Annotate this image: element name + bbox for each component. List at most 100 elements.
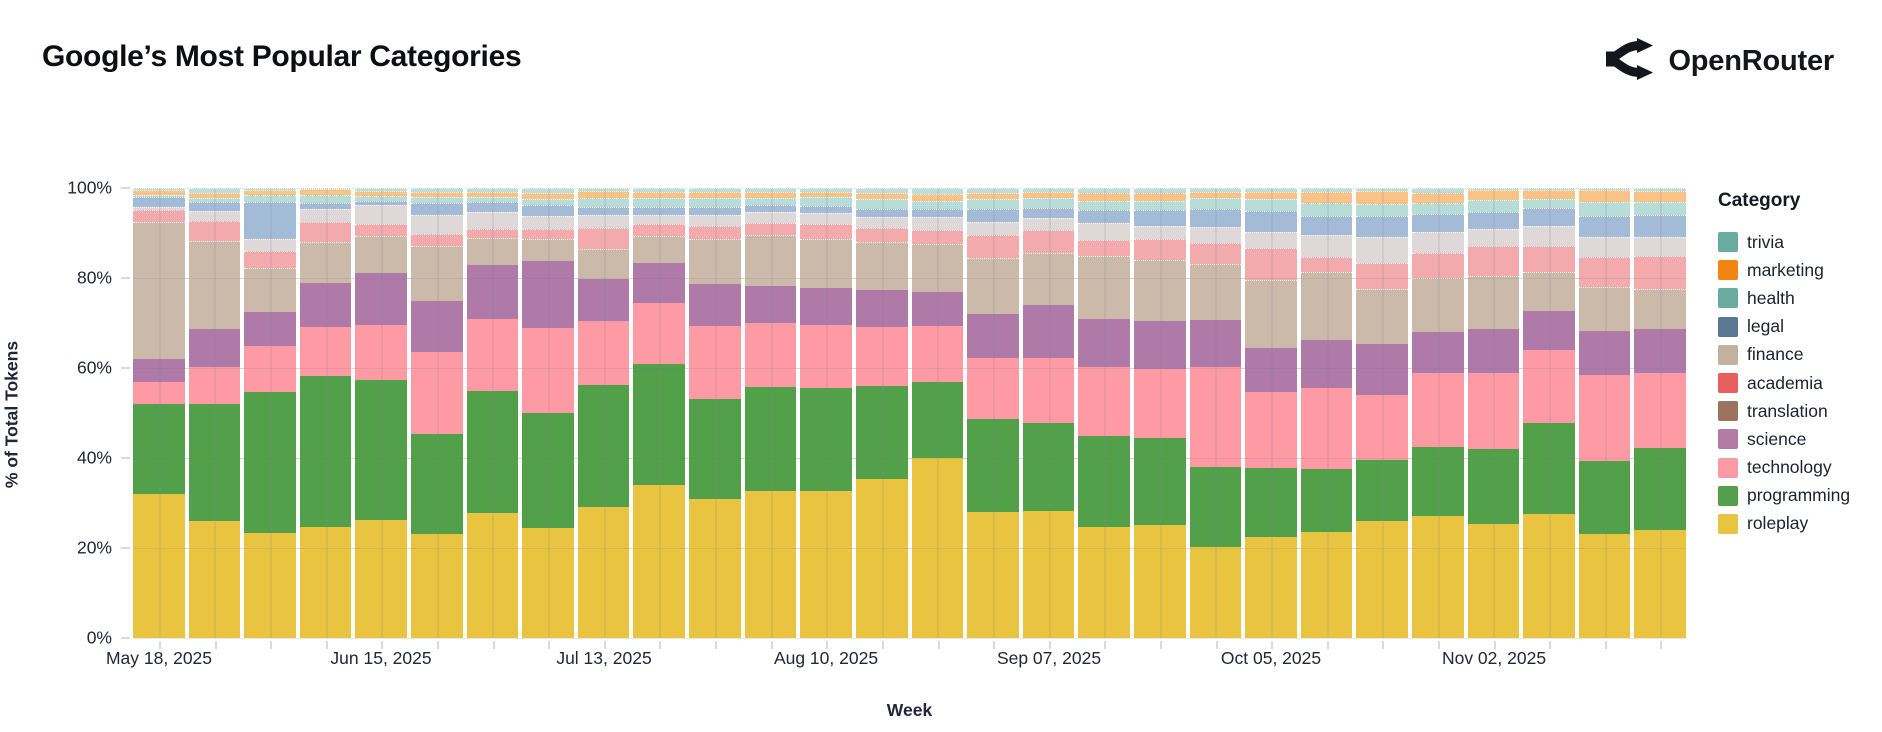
- segment-health[interactable]: [577, 197, 630, 207]
- segment-programming[interactable]: [1578, 460, 1631, 534]
- segment-marketing[interactable]: [466, 191, 519, 198]
- segment-health[interactable]: [355, 195, 408, 201]
- legend-item-trivia[interactable]: trivia: [1718, 228, 1878, 256]
- segment-legal[interactable]: [1022, 208, 1075, 219]
- bar-week[interactable]: [522, 188, 574, 638]
- segment-programming[interactable]: [1523, 422, 1575, 514]
- segment-health[interactable]: [244, 195, 296, 202]
- segment-science[interactable]: [1078, 318, 1130, 368]
- segment-roleplay[interactable]: [1467, 523, 1520, 638]
- segment-legal[interactable]: [133, 197, 185, 208]
- bar-week[interactable]: [1578, 188, 1631, 638]
- segment-science[interactable]: [1523, 311, 1575, 351]
- bar-week[interactable]: [299, 188, 352, 638]
- segment-roleplay[interactable]: [911, 458, 964, 638]
- segment-legal[interactable]: [1578, 216, 1631, 238]
- segment-marketing[interactable]: [1523, 190, 1575, 200]
- segment-science[interactable]: [1133, 320, 1186, 369]
- segment-finance[interactable]: [911, 217, 964, 231]
- segment-health[interactable]: [744, 197, 797, 205]
- segment-finance[interactable]: [299, 208, 352, 222]
- segment-science[interactable]: [855, 289, 908, 327]
- segment-legal[interactable]: [355, 200, 408, 206]
- segment-programming[interactable]: [1412, 446, 1464, 517]
- segment-health[interactable]: [1133, 200, 1186, 211]
- segment-finance[interactable]: [188, 211, 241, 221]
- segment-programming[interactable]: [244, 391, 296, 533]
- segment-trivia[interactable]: [800, 188, 852, 192]
- segment-trivia[interactable]: [1412, 188, 1464, 193]
- segment-marketing[interactable]: [577, 190, 630, 198]
- segment-academia[interactable]: [1356, 262, 1409, 290]
- segment-programming[interactable]: [855, 386, 908, 479]
- segment-translation[interactable]: [577, 249, 630, 279]
- segment-academia[interactable]: [1245, 248, 1297, 280]
- segment-academia[interactable]: [1467, 246, 1520, 276]
- segment-legal[interactable]: [577, 206, 630, 216]
- segment-marketing[interactable]: [1356, 191, 1409, 205]
- segment-marketing[interactable]: [855, 193, 908, 200]
- segment-legal[interactable]: [244, 201, 296, 240]
- segment-technology[interactable]: [188, 367, 241, 404]
- legend-item-roleplay[interactable]: roleplay: [1718, 510, 1878, 538]
- segment-marketing[interactable]: [299, 189, 352, 195]
- segment-technology[interactable]: [1523, 350, 1575, 423]
- bar-week[interactable]: [411, 188, 463, 638]
- segment-academia[interactable]: [1078, 239, 1130, 256]
- segment-programming[interactable]: [800, 387, 852, 492]
- segment-academia[interactable]: [633, 224, 686, 237]
- bar-week[interactable]: [1245, 188, 1297, 638]
- segment-translation[interactable]: [1078, 255, 1130, 319]
- segment-roleplay[interactable]: [1523, 513, 1575, 638]
- segment-legal[interactable]: [633, 206, 686, 216]
- segment-legal[interactable]: [967, 209, 1019, 223]
- segment-marketing[interactable]: [1634, 191, 1687, 203]
- segment-trivia[interactable]: [1523, 188, 1575, 191]
- bar-week[interactable]: [244, 188, 296, 638]
- segment-roleplay[interactable]: [1022, 510, 1075, 638]
- bar-week[interactable]: [911, 188, 964, 638]
- segment-finance[interactable]: [689, 214, 741, 227]
- segment-health[interactable]: [1189, 198, 1242, 210]
- segment-marketing[interactable]: [355, 190, 408, 196]
- segment-marketing[interactable]: [1078, 192, 1130, 201]
- segment-trivia[interactable]: [1245, 188, 1297, 192]
- segment-science[interactable]: [411, 300, 463, 353]
- segment-finance[interactable]: [1523, 225, 1575, 246]
- segment-translation[interactable]: [299, 242, 352, 283]
- segment-health[interactable]: [1578, 202, 1631, 217]
- bar-week[interactable]: [1189, 188, 1242, 638]
- segment-legal[interactable]: [299, 202, 352, 209]
- segment-health[interactable]: [1523, 199, 1575, 209]
- segment-trivia[interactable]: [744, 188, 797, 192]
- segment-science[interactable]: [633, 263, 686, 303]
- bar-week[interactable]: [855, 188, 908, 638]
- segment-programming[interactable]: [1022, 422, 1075, 511]
- segment-legal[interactable]: [1523, 208, 1575, 226]
- segment-trivia[interactable]: [1356, 188, 1409, 192]
- segment-programming[interactable]: [133, 404, 185, 494]
- bar-week[interactable]: [1634, 188, 1687, 638]
- segment-roleplay[interactable]: [411, 533, 463, 638]
- legend-item-technology[interactable]: technology: [1718, 454, 1878, 482]
- segment-roleplay[interactable]: [633, 485, 686, 638]
- segment-finance[interactable]: [633, 215, 686, 225]
- segment-technology[interactable]: [1356, 394, 1409, 460]
- bar-week[interactable]: [355, 188, 408, 638]
- legend-item-marketing[interactable]: marketing: [1718, 256, 1878, 284]
- segment-academia[interactable]: [299, 221, 352, 243]
- segment-roleplay[interactable]: [299, 526, 352, 638]
- segment-academia[interactable]: [689, 226, 741, 239]
- bar-week[interactable]: [577, 188, 630, 638]
- segment-translation[interactable]: [744, 234, 797, 287]
- bar-week[interactable]: [188, 188, 241, 638]
- segment-science[interactable]: [1634, 328, 1687, 373]
- segment-trivia[interactable]: [577, 188, 630, 191]
- segment-programming[interactable]: [744, 387, 797, 491]
- segment-marketing[interactable]: [133, 190, 185, 195]
- legend-item-finance[interactable]: finance: [1718, 341, 1878, 369]
- segment-legal[interactable]: [911, 209, 964, 218]
- segment-marketing[interactable]: [1189, 191, 1242, 199]
- segment-finance[interactable]: [577, 215, 630, 229]
- segment-science[interactable]: [911, 292, 964, 326]
